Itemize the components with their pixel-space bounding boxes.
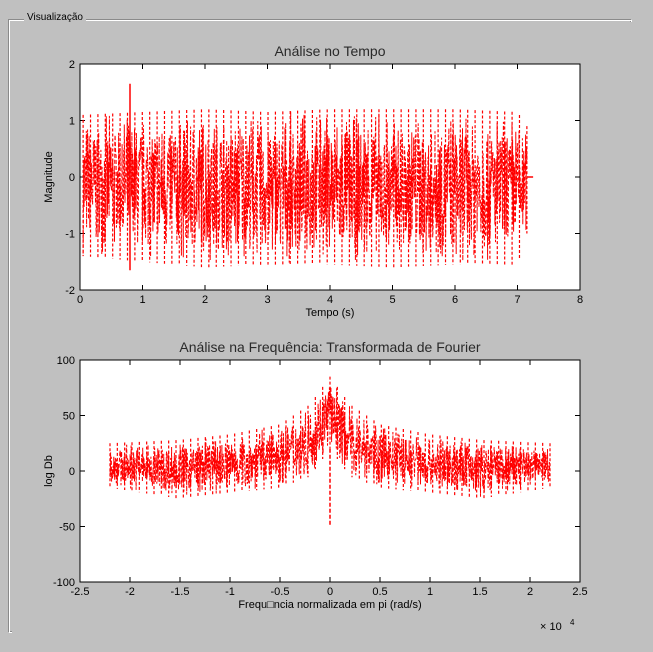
y-axis-label: Magnitude — [43, 151, 55, 202]
y-axis-label: log Db — [43, 455, 55, 487]
y-tick-label: -1 — [65, 229, 75, 241]
x-tick-label: 8 — [577, 294, 583, 306]
y-tick-label: 2 — [69, 59, 75, 71]
ticks: 0 1 2 3 4 5 6 7 8 -2 -1 0 1 2 — [65, 59, 583, 306]
x-tick-label: 2 — [527, 586, 533, 598]
chart-title: Análise no Tempo — [274, 43, 385, 59]
y-tick-label: -50 — [59, 522, 75, 534]
x-axis-label: Frequ□ncia normalizada em pi (rad/s) — [238, 599, 421, 611]
x-tick-label: 0 — [77, 294, 83, 306]
x-tick-label: -0.5 — [271, 586, 290, 598]
y-tick-label: -100 — [53, 577, 75, 589]
figure-area: Análise no Tempo 0 1 2 3 4 5 6 7 8 -2 -1 0 1 2 Tempo (s… — [12, 22, 632, 636]
series-1 — [82, 83, 534, 271]
chart-1: Análise no Tempo 0 1 2 3 4 5 6 7 8 -2 -1 0 1 2 Tempo (s… — [43, 43, 583, 319]
series-1 — [109, 376, 551, 527]
series-line — [109, 386, 551, 497]
x-tick-label: -1.5 — [171, 586, 190, 598]
x-tick-label: 2 — [202, 294, 208, 306]
x-tick-label: -1 — [225, 586, 235, 598]
y-tick-label: 0 — [69, 466, 75, 478]
x-tick-label: 0.5 — [372, 586, 387, 598]
x-tick-label: 5 — [389, 294, 395, 306]
x-exponent-label: × 10 — [540, 621, 562, 633]
x-tick-label: 0 — [327, 586, 333, 598]
charts-svg: Análise no Tempo 0 1 2 3 4 5 6 7 8 -2 -1 0 1 2 Tempo (s… — [43, 43, 588, 633]
y-tick-label: 100 — [57, 355, 75, 367]
x-tick-label: 1.5 — [472, 586, 487, 598]
ticks: -2.5 -2 -1.5 -1 -0.5 0 0.5 1 1.5 2 2.5 -100 -50 0 50 10… — [53, 355, 588, 598]
x-axis-label: Tempo (s) — [306, 307, 355, 319]
x-tick-label: -2 — [125, 586, 135, 598]
x-tick-label: 6 — [452, 294, 458, 306]
x-exponent-power: 4 — [570, 618, 575, 627]
x-tick-label: -2.5 — [71, 586, 90, 598]
y-tick-label: 0 — [69, 172, 75, 184]
y-tick-label: -2 — [65, 285, 75, 297]
x-tick-label: 3 — [264, 294, 270, 306]
panel-title: Visualização — [24, 12, 86, 23]
x-tick-label: 2.5 — [572, 586, 587, 598]
y-tick-label: 1 — [69, 116, 75, 128]
chart-2: Análise na Frequência: Transformada de F… — [43, 339, 588, 633]
x-tick-label: 1 — [139, 294, 145, 306]
chart-title: Análise na Frequência: Transformada de F… — [179, 339, 480, 355]
x-tick-label: 1 — [427, 586, 433, 598]
x-tick-label: 4 — [327, 294, 333, 306]
x-tick-label: 7 — [514, 294, 520, 306]
y-tick-label: 50 — [63, 411, 75, 423]
